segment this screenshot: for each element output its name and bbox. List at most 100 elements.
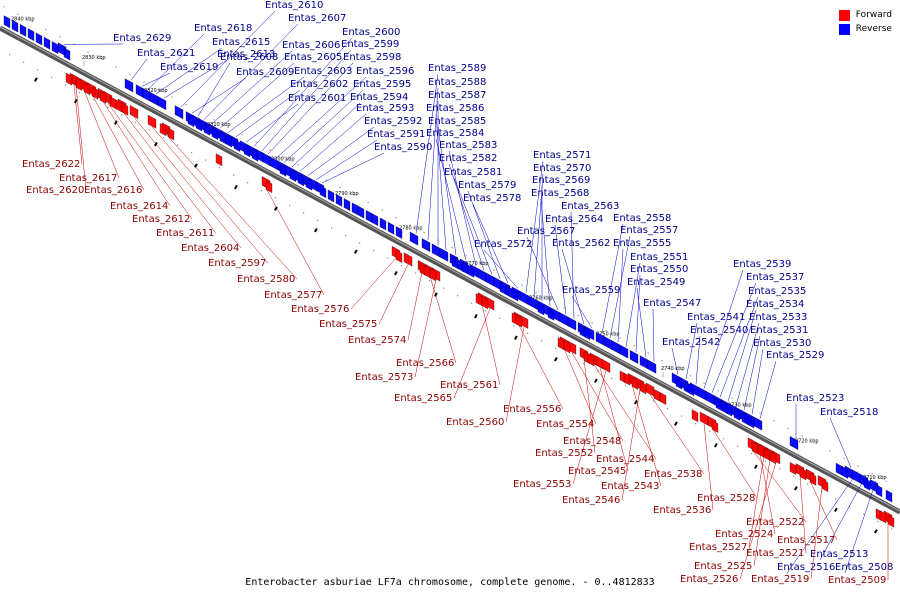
reverse-gene — [279, 163, 287, 177]
reverse-gene-label: Entas_2602 — [290, 79, 348, 90]
forward-gene-label: Entas_2560 — [446, 417, 504, 428]
reverse-gene — [261, 152, 271, 166]
track-dot — [9, 54, 11, 56]
track-dot — [395, 216, 397, 219]
reverse-gene — [365, 210, 373, 223]
track-dot — [625, 385, 627, 387]
track-dot — [563, 307, 565, 309]
reverse-gene-connector — [695, 335, 701, 385]
legend-reverse: Reverse — [838, 22, 892, 36]
reverse-gene — [687, 383, 695, 396]
reverse-gene — [233, 139, 241, 152]
reverse-gene-connector — [554, 224, 567, 315]
reverse-gene — [705, 390, 715, 405]
track-dot — [849, 505, 851, 508]
reverse-gene-label: Entas_2541 — [687, 312, 745, 323]
reverse-gene-connector — [671, 347, 679, 375]
feature-marker — [474, 313, 478, 319]
track-dot — [409, 224, 411, 226]
reverse-gene-label: Entas_2610 — [265, 0, 323, 11]
reverse-gene — [3, 15, 11, 29]
feature-marker — [554, 357, 558, 362]
reverse-gene — [863, 477, 871, 491]
forward-gene — [167, 127, 175, 141]
forward-gene — [799, 467, 807, 481]
reverse-gene-label: Entas_2595 — [353, 79, 411, 90]
reverse-gene-label: Entas_2569 — [532, 175, 590, 186]
reverse-gene-connector — [163, 59, 228, 99]
track-dot — [227, 126, 229, 128]
reverse-gene-label: Entas_2593 — [356, 103, 414, 114]
track-dot — [773, 420, 775, 422]
reverse-gene — [195, 118, 203, 132]
forward-gene-label: Entas_2521 — [746, 548, 804, 559]
reverse-gene — [725, 403, 733, 417]
track-dot — [37, 69, 39, 71]
forward-gene — [121, 102, 129, 116]
track-dot — [513, 325, 515, 327]
reverse-gene-label: Entas_2530 — [753, 338, 811, 349]
forward-gene-connector — [583, 359, 596, 454]
track-dot — [129, 73, 131, 76]
track-dot — [891, 528, 893, 530]
reverse-gene — [559, 312, 569, 327]
reverse-gene-label: Entas_2551 — [630, 252, 688, 263]
forward-gene-label: Entas_2552 — [535, 448, 593, 459]
track-dot — [353, 194, 355, 196]
feature-marker — [514, 335, 518, 340]
reverse-gene-label: Entas_2582 — [439, 153, 497, 164]
reverse-gene-label: Entas_2564 — [545, 214, 603, 225]
forward-gene-label: Entas_2546 — [562, 495, 620, 506]
reverse-gene-connector — [203, 23, 299, 120]
track-dot — [443, 287, 445, 289]
reverse-gene — [697, 386, 707, 401]
reverse-gene — [647, 359, 657, 374]
reverse-gene-label: Entas_2601 — [288, 93, 346, 104]
reverse-gene-label: Entas_2567 — [517, 226, 575, 237]
reverse-gene — [35, 32, 43, 46]
reverse-gene-label: Entas_2531 — [750, 325, 808, 336]
legend-forward: Forward — [838, 8, 892, 22]
forward-gene-label: Entas_2576 — [291, 304, 349, 315]
forward-gene-label: Entas_2509 — [828, 575, 886, 586]
reverse-gene-connector — [719, 296, 759, 398]
forward-gene — [481, 296, 489, 310]
reverse-gene-label: Entas_2547 — [643, 298, 701, 309]
reverse-gene-label: Entas_2516 — [777, 562, 835, 573]
reverse-gene-label: Entas_2578 — [463, 193, 521, 204]
forward-gene-label: Entas_2612 — [132, 214, 190, 225]
forward-gene-label: Entas_2527 — [689, 542, 747, 553]
forward-gene-connector — [151, 126, 269, 264]
chromosome-backbone-highlight — [0, 26, 900, 512]
forward-gene — [769, 451, 777, 465]
track-dot — [507, 277, 509, 279]
reverse-gene-label: Entas_2579 — [458, 180, 516, 191]
forward-gene-label: Entas_2526 — [680, 574, 738, 585]
reverse-gene-label: Entas_2557 — [620, 225, 678, 236]
legend: Forward Reverse — [838, 8, 892, 36]
track-dot — [863, 513, 865, 515]
track-dot — [457, 295, 459, 297]
forward-gene — [601, 358, 611, 373]
track-dot — [199, 111, 201, 113]
reverse-gene-connector — [227, 76, 305, 133]
forward-gene — [587, 353, 595, 367]
forward-gene-connector — [407, 271, 423, 341]
track-dot — [289, 204, 291, 206]
forward-gene-label: Entas_2614 — [110, 201, 168, 212]
reverse-gene-label: Entas_2629 — [113, 33, 171, 44]
reverse-gene — [675, 376, 683, 390]
reverse-gene-connector — [609, 235, 631, 339]
tick-label: 2760 kbp — [529, 295, 553, 301]
reverse-gene-connector — [261, 49, 352, 151]
reverse-gene-label: Entas_2542 — [662, 337, 720, 348]
feature-marker — [34, 77, 38, 82]
forward-gene — [809, 472, 817, 486]
reverse-gene-label: Entas_2605 — [284, 52, 342, 63]
feature-marker — [233, 184, 238, 190]
forward-gene-connector — [563, 348, 597, 425]
track-dot — [569, 355, 571, 357]
feature-marker — [674, 421, 678, 427]
forward-gene — [821, 479, 829, 493]
reverse-gene — [485, 272, 495, 287]
